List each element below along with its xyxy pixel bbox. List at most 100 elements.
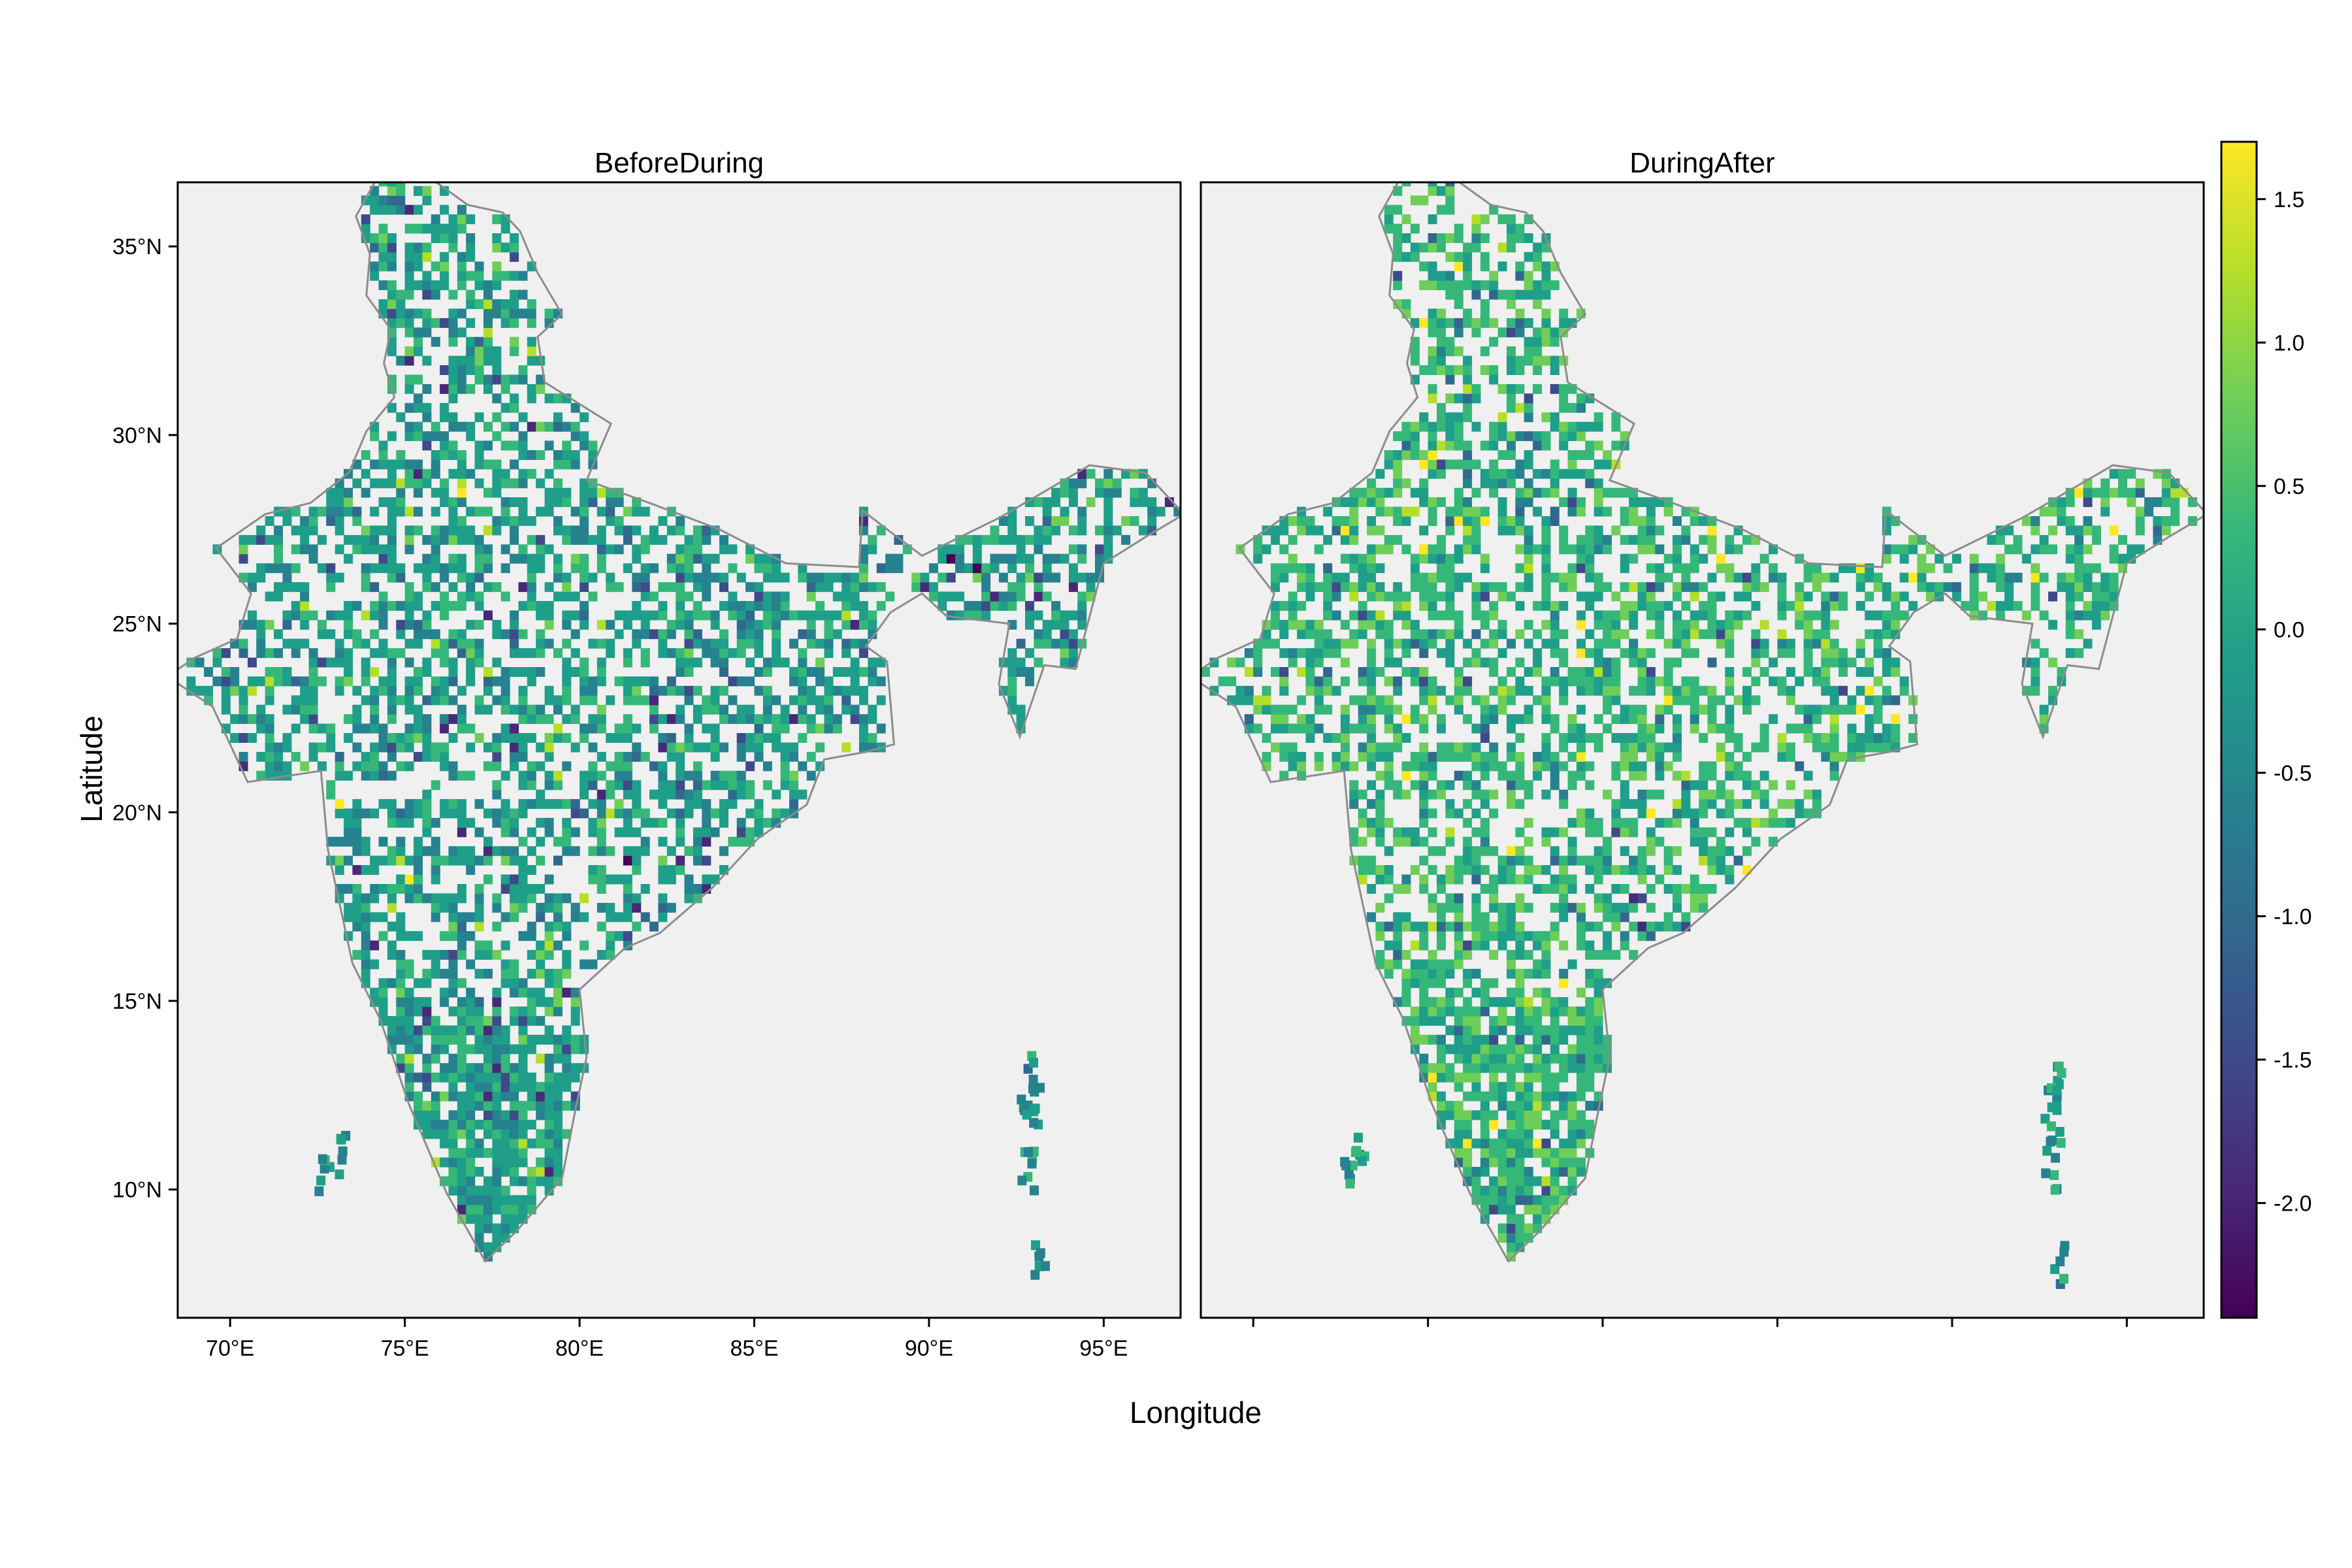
- grid-cell: [352, 742, 362, 753]
- grid-cell: [1419, 412, 1429, 423]
- grid-cell: [1533, 1176, 1543, 1186]
- grid-cell: [588, 742, 598, 753]
- grid-cell: [1751, 600, 1761, 611]
- grid-cell: [754, 629, 764, 640]
- grid-cell: [1751, 789, 1761, 800]
- grid-cell: [1524, 572, 1533, 583]
- grid-cell: [1471, 600, 1481, 611]
- grid-cell: [1384, 893, 1394, 904]
- grid-cell: [2031, 600, 2040, 611]
- grid-cell: [1541, 1034, 1551, 1045]
- grid-cell: [440, 799, 449, 809]
- grid-cell: [666, 629, 676, 640]
- grid-cell: [344, 827, 353, 838]
- grid-cell: [1550, 629, 1560, 640]
- grid-cell: [1541, 440, 1551, 451]
- grid-cell: [832, 685, 842, 696]
- grid-cell: [474, 1006, 484, 1017]
- grid-cell: [1016, 553, 1026, 564]
- grid-cell: [2039, 610, 2049, 621]
- grid-cell: [1349, 506, 1359, 517]
- grid-cell: [1576, 648, 1586, 659]
- grid-cell: [544, 1053, 554, 1064]
- grid-cell: [483, 525, 493, 536]
- grid-cell: [596, 723, 606, 734]
- grid-cell: [1375, 629, 1385, 640]
- grid-cell: [1271, 563, 1280, 574]
- grid-cell: [1541, 582, 1551, 593]
- grid-cell: [1428, 770, 1437, 781]
- grid-cell: [448, 1148, 458, 1158]
- grid-cell: [1437, 1110, 1446, 1120]
- grid-cell: [1541, 487, 1551, 498]
- grid-cell: [544, 695, 554, 706]
- grid-cell: [536, 1082, 546, 1092]
- grid-cell: [536, 610, 546, 621]
- grid-cell: [1821, 610, 1831, 621]
- grid-cell: [1497, 1016, 1507, 1026]
- grid-cell: [553, 487, 563, 498]
- grid-cell: [1445, 412, 1455, 423]
- grid-cell: [596, 544, 606, 555]
- grid-cell: [466, 468, 476, 479]
- grid-cell: [2048, 525, 2057, 536]
- grid-cell: [1541, 468, 1551, 479]
- grid-cell: [553, 704, 563, 715]
- grid-cell: [448, 950, 458, 960]
- grid-cell: [754, 619, 764, 630]
- grid-cell: [1576, 468, 1586, 479]
- grid-cell: [1707, 525, 1717, 536]
- grid-cell: [1112, 487, 1122, 498]
- grid-cell: [1384, 591, 1394, 602]
- grid-cell: [1611, 657, 1621, 668]
- grid-cell: [300, 516, 310, 526]
- grid-cell: [1384, 742, 1394, 753]
- grid-cell: [815, 742, 825, 753]
- grid-cell: [387, 667, 397, 677]
- grid-cell: [1367, 478, 1377, 489]
- grid-cell: [344, 836, 353, 847]
- grid-cell: [1593, 827, 1603, 838]
- grid-cell: [1655, 817, 1665, 828]
- grid-cell: [527, 553, 536, 564]
- grid-cell: [1541, 1138, 1551, 1149]
- grid-cell: [500, 1119, 510, 1130]
- grid-cell: [553, 1157, 563, 1168]
- grid-cell: [387, 1016, 397, 1026]
- grid-cell: [500, 1195, 510, 1205]
- grid-cell: [1463, 1016, 1473, 1026]
- grid-cell: [440, 534, 449, 545]
- grid-cell: [1707, 657, 1717, 668]
- grid-cell: [1629, 714, 1639, 725]
- grid-cell: [1507, 789, 1516, 800]
- grid-cell: [387, 261, 397, 272]
- grid-cell: [387, 289, 397, 300]
- grid-cell: [1620, 553, 1629, 564]
- grid-cell: [536, 1138, 546, 1149]
- grid-cell: [1567, 450, 1577, 460]
- grid-cell: [1471, 582, 1481, 593]
- grid-cell: [527, 780, 536, 791]
- grid-cell: [1279, 714, 1289, 725]
- x-tick-label: 75°E: [381, 1336, 429, 1361]
- grid-cell: [562, 968, 572, 979]
- grid-cell: [1533, 1195, 1543, 1205]
- grid-cell: [1305, 582, 1315, 593]
- grid-cell: [1541, 742, 1551, 753]
- grid-cell: [457, 921, 466, 932]
- grid-cell: [1725, 619, 1735, 630]
- grid-cell: [510, 978, 519, 988]
- grid-cell: [466, 242, 476, 253]
- grid-cell: [998, 591, 1008, 602]
- grid-cell: [1611, 733, 1621, 743]
- grid-cell: [1559, 978, 1569, 988]
- grid-cell: [440, 893, 449, 904]
- grid-cell: [1567, 1176, 1577, 1186]
- grid-cell: [326, 723, 336, 734]
- grid-cell: [431, 553, 440, 564]
- grid-cell: [762, 685, 772, 696]
- grid-cell: [1821, 591, 1831, 602]
- grid-cell: [841, 572, 851, 583]
- grid-cell: [431, 468, 440, 479]
- grid-cell: [1445, 808, 1455, 819]
